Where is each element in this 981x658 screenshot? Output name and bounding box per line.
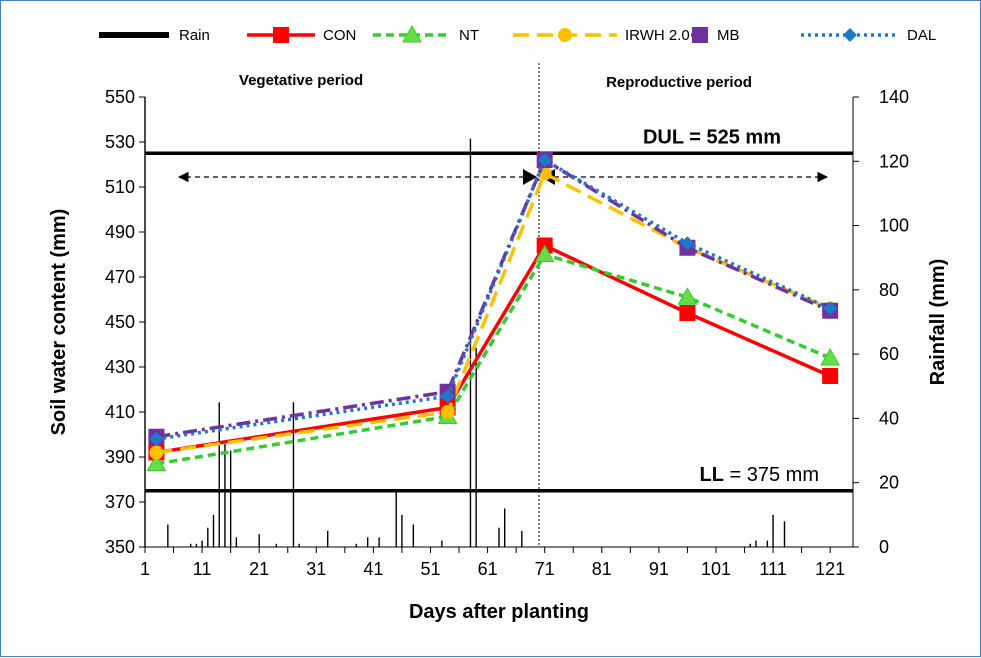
legend-label-rain: Rain (179, 27, 210, 44)
dul-label: DUL = 525 mm (643, 126, 781, 148)
y-tick-label: 470 (105, 267, 135, 287)
legend-marker (273, 27, 289, 43)
x-tick-label: 101 (701, 559, 731, 579)
legend-marker (558, 28, 572, 42)
y-axis-title: Soil water content (mm) (48, 209, 70, 436)
y-tick-label: 530 (105, 132, 135, 152)
series-point (823, 301, 838, 316)
series-point (680, 236, 695, 251)
legend-marker (402, 24, 422, 43)
y2-tick-label: 0 (879, 537, 889, 557)
series-point (822, 368, 839, 384)
y2-tick-label: 40 (879, 408, 899, 428)
x-tick-label: 81 (592, 559, 612, 579)
x-tick-label: 31 (306, 559, 326, 579)
y-tick-label: 430 (105, 357, 135, 377)
series-line-irwh-2-0 (156, 171, 831, 455)
series-point (146, 453, 167, 472)
legend-label: DAL (907, 27, 936, 44)
legend-label: MB (717, 27, 740, 44)
x-tick-label: 11 (193, 559, 212, 579)
x-axis-title: Days after planting (409, 601, 589, 623)
y-tick-label: 410 (105, 402, 135, 422)
series-point (440, 389, 455, 404)
ll-label: LL = 375 mm (700, 464, 819, 486)
vegetative-period-label: Vegetative period (239, 72, 363, 89)
y-tick-label: 550 (105, 87, 135, 107)
series-point (677, 287, 698, 305)
series-point (679, 305, 696, 321)
y2-tick-label: 140 (879, 87, 909, 107)
legend-marker (843, 28, 857, 42)
series-point (149, 445, 164, 460)
y2-tick-label: 60 (879, 344, 899, 364)
y-tick-label: 490 (105, 222, 135, 242)
x-tick-label: 71 (535, 559, 555, 579)
divider-arrowhead-left (522, 169, 537, 185)
x-tick-label: 21 (249, 559, 269, 579)
series-point (537, 153, 552, 167)
y2-tick-label: 20 (879, 473, 899, 493)
series-point (149, 432, 164, 446)
series-line-dal (156, 157, 831, 441)
reproductive-period-label: Reproductive period (606, 74, 752, 91)
legend-label: NT (459, 27, 479, 44)
x-tick-label: 121 (815, 559, 845, 579)
y-tick-label: 370 (105, 492, 135, 512)
y-tick-label: 510 (105, 177, 135, 197)
x-tick-label: 1 (140, 559, 150, 579)
x-tick-label: 41 (363, 559, 383, 579)
y2-axis-title: Rainfall (mm) (927, 259, 949, 386)
series-point (534, 244, 555, 262)
y2-tick-label: 120 (879, 151, 909, 171)
series-point (820, 347, 841, 366)
y2-tick-label: 80 (879, 280, 899, 300)
x-tick-label: 61 (478, 559, 498, 579)
x-tick-label: 111 (759, 559, 786, 579)
legend-marker (692, 27, 708, 43)
y-tick-label: 350 (105, 537, 135, 557)
legend-label: CON (323, 27, 356, 44)
y-tick-label: 390 (105, 447, 135, 467)
series-point (440, 405, 455, 419)
x-tick-label: 91 (649, 559, 669, 579)
y2-tick-label: 100 (879, 216, 909, 236)
y-tick-label: 450 (105, 312, 135, 332)
legend-label: IRWH 2.0 (625, 27, 690, 44)
ll-label-symbol: LL (700, 464, 724, 486)
x-tick-label: 51 (420, 559, 440, 579)
ll-label-value: = 375 mm (724, 464, 819, 486)
